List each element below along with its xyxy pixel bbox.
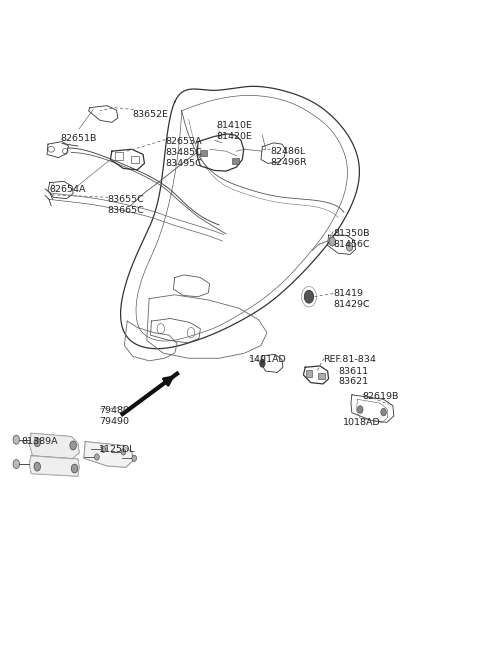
Text: 83655C: 83655C xyxy=(107,195,144,204)
Circle shape xyxy=(34,462,40,471)
Circle shape xyxy=(13,435,20,444)
Text: 79480: 79480 xyxy=(99,406,129,415)
Circle shape xyxy=(71,464,78,473)
Circle shape xyxy=(101,446,106,453)
Text: 82654A: 82654A xyxy=(49,185,85,194)
Circle shape xyxy=(260,360,265,367)
Text: 1491AD: 1491AD xyxy=(249,355,287,364)
Text: 82651B: 82651B xyxy=(60,134,97,143)
Text: 82496R: 82496R xyxy=(270,158,307,166)
Polygon shape xyxy=(29,456,79,476)
Bar xyxy=(306,371,312,377)
Circle shape xyxy=(358,405,363,413)
Circle shape xyxy=(304,290,313,303)
Text: 83611: 83611 xyxy=(338,367,368,375)
Bar xyxy=(318,373,325,379)
Text: 81389A: 81389A xyxy=(21,437,58,446)
Bar xyxy=(200,150,207,157)
Circle shape xyxy=(70,441,76,450)
Circle shape xyxy=(346,242,353,252)
Bar xyxy=(115,153,122,160)
Circle shape xyxy=(34,438,40,447)
Text: 81410E: 81410E xyxy=(216,121,252,130)
Circle shape xyxy=(132,455,136,462)
Circle shape xyxy=(381,408,386,416)
Text: 83621: 83621 xyxy=(338,377,368,386)
Circle shape xyxy=(121,449,126,455)
Text: 83665C: 83665C xyxy=(107,206,144,215)
Text: 79490: 79490 xyxy=(99,417,129,426)
Circle shape xyxy=(329,237,336,246)
Text: 81420E: 81420E xyxy=(216,132,252,141)
Text: 81419: 81419 xyxy=(333,289,363,298)
Polygon shape xyxy=(84,441,133,467)
Circle shape xyxy=(95,454,99,460)
Circle shape xyxy=(13,460,20,468)
Bar xyxy=(132,156,139,163)
Text: 83485C: 83485C xyxy=(166,148,202,157)
Text: 82486L: 82486L xyxy=(270,147,306,156)
Text: 83652E: 83652E xyxy=(133,110,169,119)
Text: 81350B: 81350B xyxy=(333,229,370,238)
Text: 1018AD: 1018AD xyxy=(343,418,380,427)
Polygon shape xyxy=(29,434,79,459)
Text: 82653A: 82653A xyxy=(166,137,202,146)
Text: REF.81-834: REF.81-834 xyxy=(323,355,376,364)
Text: 83495C: 83495C xyxy=(166,159,202,168)
Text: 82619B: 82619B xyxy=(362,392,398,401)
Text: 81429C: 81429C xyxy=(333,300,370,309)
Bar xyxy=(232,158,239,164)
Text: 1125DL: 1125DL xyxy=(99,445,136,454)
Text: 81456C: 81456C xyxy=(333,240,370,249)
